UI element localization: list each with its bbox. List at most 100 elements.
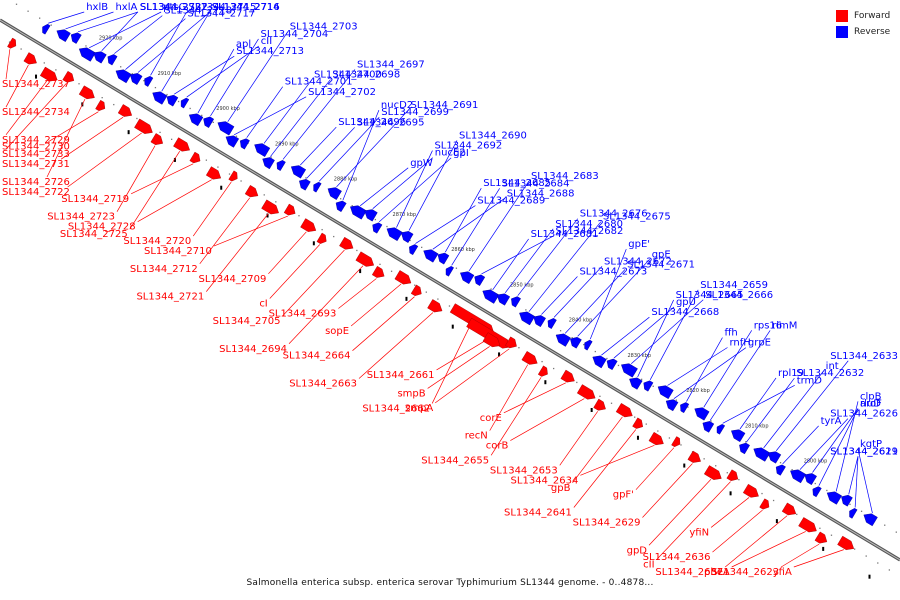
gene-block <box>225 135 240 148</box>
forward-gene-label: corB <box>486 441 509 452</box>
reverse-gene-label: SL1344_2684 <box>502 178 570 189</box>
gene-block <box>364 209 378 222</box>
reverse-gene-label: SL1344_2727 <box>140 2 208 13</box>
forward-gene-label: corE <box>480 413 502 424</box>
reverse-gene-labels: hxlB hxlA SL1344_2732ptsGSL1344_2727SL1344… <box>86 2 898 457</box>
gene-block <box>107 54 118 66</box>
gene-block <box>300 218 317 232</box>
coordinate-dot <box>143 80 145 82</box>
gene-block <box>826 491 842 505</box>
forward-gene-label: SL1344_2737 <box>2 79 70 90</box>
reverse-gene-label: SL1344_2676 <box>580 209 648 220</box>
forward-gene-label: SL1344_2712 <box>130 264 198 275</box>
gene-block <box>56 29 71 42</box>
reverse-gene-label: gpU <box>676 297 696 308</box>
reverse-leader-line <box>564 269 626 334</box>
reverse-gene-label: rimM <box>772 320 797 331</box>
gene-block <box>7 37 17 49</box>
label-leader-lines <box>5 11 873 568</box>
coordinate-dot <box>421 246 423 249</box>
reverse-gene-label: hxlB <box>86 2 108 13</box>
gene-block <box>837 535 855 551</box>
black-tick-mark <box>683 463 686 468</box>
reverse-gene-label: kgtP <box>860 439 882 450</box>
gene-block <box>687 450 701 463</box>
kbp-tick-label: 2810 kbp <box>745 423 769 429</box>
gene-block <box>394 270 412 285</box>
forward-leader-line <box>199 197 251 265</box>
forward-leader-line <box>436 339 487 371</box>
coordinate-dot <box>819 527 821 529</box>
forward-leader-line <box>5 80 48 136</box>
coordinate-dot <box>849 503 851 506</box>
reverse-leader-line <box>89 11 162 49</box>
forward-gene-track <box>7 37 855 551</box>
reverse-gene-label: SL1344_2698 <box>332 70 400 81</box>
reverse-leader-line <box>306 127 355 179</box>
reverse-gene-label: SL1344_2632 <box>796 368 864 379</box>
reverse-leader-line <box>775 360 849 451</box>
forward-gene-label: SL1344_2710 <box>144 246 212 257</box>
reverse-gene-label: SL1344_2665 <box>676 290 744 301</box>
reverse-leader-line <box>65 11 114 30</box>
forward-gene-label: SL1344_2663 <box>289 378 357 389</box>
forward-gene-label: SL1344_2730 <box>2 142 70 153</box>
reverse-leader-line <box>812 408 859 473</box>
gene-block <box>474 274 486 286</box>
black-tick-mark <box>498 352 501 357</box>
reverse-gene-label: SL1344_2680 <box>555 219 623 230</box>
reverse-gene-label: SL1344_2704 <box>260 29 328 40</box>
forward-gene-label: yfiN <box>689 527 709 538</box>
forward-leader-line <box>129 150 181 230</box>
reverse-leader-line <box>553 266 603 318</box>
coordinate-dot <box>610 402 613 404</box>
coordinate-dot <box>675 399 678 401</box>
coordinate-dot <box>738 479 740 481</box>
coordinate-dot <box>212 121 214 123</box>
legend: Forward Reverse <box>836 8 900 40</box>
gene-block <box>205 166 222 180</box>
kbp-tick-label: 2920 kbp <box>99 36 123 42</box>
forward-gene-label: SL1344_2623 <box>711 567 779 578</box>
reverse-gene-label: gpE <box>652 249 671 260</box>
gene-block <box>217 121 235 136</box>
gene-block <box>427 299 443 313</box>
kbp-tick-label: 2840 kbp <box>569 318 593 324</box>
forward-leader-line <box>60 116 124 160</box>
gene-block <box>62 70 75 83</box>
gene-block <box>327 187 342 200</box>
gene-block <box>299 178 311 191</box>
forward-gene-label: SL1344_2729 <box>2 135 70 146</box>
black-tick-mark <box>359 269 362 274</box>
coordinate-dot <box>379 263 381 265</box>
gene-block <box>150 133 164 146</box>
reverse-gene-label: SL1344_2689 <box>477 196 545 207</box>
gene-block <box>78 85 95 100</box>
reverse-leader-line <box>854 456 859 508</box>
gene-block <box>339 236 354 250</box>
black-tick-mark <box>729 491 732 496</box>
reverse-gene-label: SL1344_2619 <box>830 446 898 457</box>
coordinate-dot <box>576 381 578 384</box>
reverse-gene-label: nucD2 <box>381 100 413 111</box>
gene-block <box>671 436 681 448</box>
genome-caption: Salmonella enterica subsp. enterica sero… <box>246 578 654 588</box>
legend-reverse: Reverse <box>836 24 900 40</box>
gene-block <box>547 318 557 329</box>
reverse-leader-line <box>150 11 187 76</box>
coordinate-dot <box>50 24 52 26</box>
coordinate-dot <box>270 156 272 158</box>
coordinate-dot <box>640 378 643 380</box>
forward-gene-label: SL1344_2694 <box>219 344 287 355</box>
coordinate-dot <box>8 41 11 43</box>
coordinate-dot <box>657 430 659 432</box>
forward-gene-label: SL1344_2728 <box>68 222 136 233</box>
coordinate-dot <box>177 100 180 103</box>
coordinate-dot <box>703 458 705 460</box>
gene-block <box>261 199 279 215</box>
forward-gene-label: SL1344_2693 <box>269 308 337 319</box>
forward-leader-line <box>490 377 542 456</box>
forward-gene-label: gpD <box>627 545 648 556</box>
gene-block <box>798 517 817 533</box>
gene-block <box>335 200 347 213</box>
